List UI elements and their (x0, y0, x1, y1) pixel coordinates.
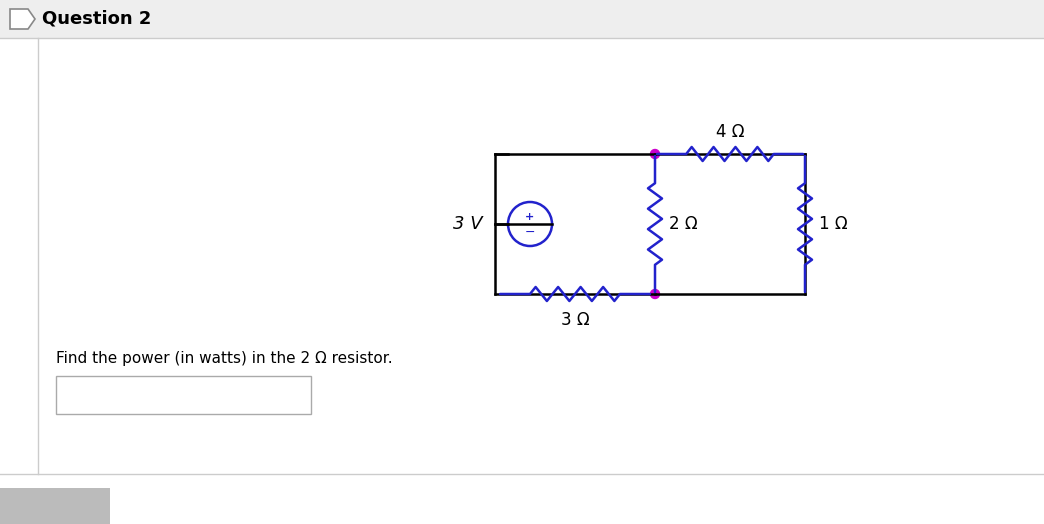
Polygon shape (10, 9, 35, 29)
Text: 3 V: 3 V (453, 215, 483, 233)
Circle shape (650, 149, 660, 158)
Text: Question 2: Question 2 (42, 10, 151, 28)
FancyBboxPatch shape (0, 0, 1044, 38)
Text: Find the power (in watts) in the 2 Ω resistor.: Find the power (in watts) in the 2 Ω res… (56, 352, 393, 366)
FancyBboxPatch shape (0, 488, 110, 524)
Text: +: + (525, 212, 535, 222)
FancyBboxPatch shape (56, 376, 311, 414)
Text: 3 Ω: 3 Ω (561, 311, 589, 329)
Circle shape (650, 289, 660, 299)
Text: −: − (525, 225, 536, 238)
Text: 4 Ω: 4 Ω (716, 123, 744, 141)
Text: 1 Ω: 1 Ω (818, 215, 848, 233)
Text: 2 Ω: 2 Ω (669, 215, 697, 233)
